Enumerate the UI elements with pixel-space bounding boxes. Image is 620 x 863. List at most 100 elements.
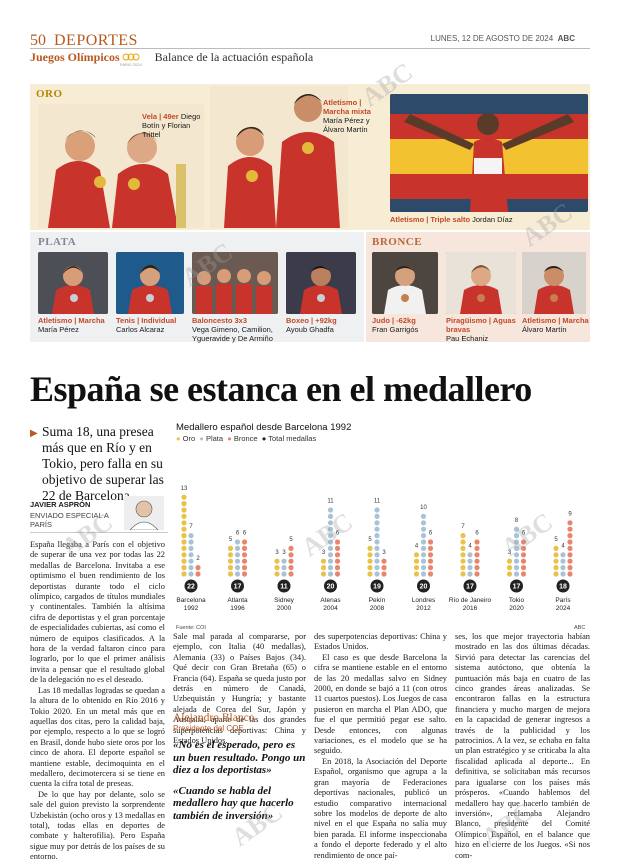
bronze-medal-dot (474, 558, 480, 564)
data-label: 2 (196, 556, 200, 562)
gold-medal-dot (320, 571, 327, 577)
bronze-medal-dot (520, 565, 527, 571)
caption-bronze-1: Judo | -62kg Fran Garrigós (372, 316, 419, 334)
silver-label: PLATA (38, 236, 77, 248)
data-label: 6 (475, 531, 479, 537)
photo-jordan-diaz (390, 94, 588, 212)
total-badge (370, 579, 384, 593)
gold-medal-dot (413, 552, 420, 558)
silver-medal-dot (467, 552, 473, 558)
bronze-medal-dot (567, 558, 573, 564)
silver-medal-dot (327, 520, 334, 526)
silver-medal-dot (327, 513, 334, 519)
silver-medal-dot (420, 558, 427, 564)
caption-bronze-2: Piragüismo | Aguas bravas Pau Echaniz (446, 316, 516, 343)
gold-medal-dot (181, 494, 187, 500)
gold-medal-dot (227, 558, 234, 564)
gold-medal-dot (460, 539, 466, 545)
silver-medal-dot (327, 507, 334, 513)
gold-medal-dot (553, 558, 559, 564)
data-label: 5 (289, 537, 293, 543)
article-column-2: Sale mal parada al compararse, por ejemp… (173, 632, 306, 746)
data-label: 8 (515, 518, 519, 524)
gold-medal-dot (506, 571, 513, 577)
gold-medal-dot (506, 565, 513, 571)
photo-pau-echaniz (446, 252, 516, 314)
page-subtitle: Balance de la actuación española (154, 50, 314, 64)
silver-medal-dot (327, 571, 334, 577)
total-label: 18 (559, 584, 567, 591)
silver-medal-dot (560, 552, 566, 558)
bronze-medal-dot (520, 545, 527, 551)
data-label: 5 (368, 537, 372, 543)
bronze-medal-dot (520, 539, 527, 545)
gold-medal-dot (553, 545, 559, 551)
gold-medal-dot (181, 520, 187, 526)
gold-medal-dot (227, 545, 234, 551)
silver-medal-dot (513, 571, 520, 577)
bronze-medal-dot (241, 545, 248, 551)
caption-bronze-3: Atletismo | Marcha Álvaro Martín (522, 316, 589, 334)
paragraph: El caso es que desde Barcelona la cifra … (314, 652, 447, 756)
year-label: 2008 (370, 605, 385, 612)
gold-medal-dot (413, 571, 420, 577)
silver-medal-dot (234, 552, 241, 558)
silver-medal-dot (560, 565, 566, 571)
bronze-medal-dot (567, 533, 573, 539)
city-label: Atlanta (227, 597, 248, 604)
year-label: 2024 (556, 605, 571, 612)
bronze-medal-dot (474, 545, 480, 551)
data-label: 11 (374, 499, 381, 505)
silver-medal-dot (234, 558, 241, 564)
silver-medal-dot (281, 571, 287, 577)
legend-total: Total medallas (268, 434, 317, 443)
silver-medal-dot (513, 552, 520, 558)
total-label: 20 (327, 584, 335, 591)
year-label: 2000 (277, 605, 292, 612)
silver-medal-dot (374, 571, 380, 577)
paragraph: En 2018, la Asociación del Deporte Españ… (314, 756, 447, 860)
gold-medal-dot (181, 558, 187, 564)
bronze-medal-dot (241, 565, 248, 571)
silver-medal-dot (374, 552, 380, 558)
gold-medal-dot (460, 565, 466, 571)
data-label: 3 (322, 550, 326, 556)
bronze-medal-dot (474, 565, 480, 571)
total-badge (231, 579, 244, 593)
silver-medal-dot (513, 539, 520, 545)
gold-medal-dot (553, 552, 559, 558)
issue-date: LUNES, 12 DE AGOSTO DE 2024 ABC (430, 34, 575, 43)
caption-gold-1: Vela | 49er Diego Botín y Florian Tritte… (142, 112, 201, 139)
silver-medal-dot (374, 507, 380, 513)
bronze-medal-dot (288, 545, 294, 551)
silver-medal-dot (374, 513, 380, 519)
gold-medal-dot (181, 565, 187, 571)
bronze-medal-dot (427, 571, 434, 577)
total-label: 17 (466, 584, 474, 591)
bronze-medal-dot (474, 571, 480, 577)
data-label: 6 (429, 531, 433, 537)
paragraph: Sale mal parada al compararse, por ejemp… (173, 632, 306, 746)
legend-plata: Plata (205, 434, 224, 443)
silver-medal-dot (374, 558, 380, 564)
city-label: París (555, 597, 571, 604)
silver-medal-dot (513, 526, 520, 532)
article-column-4: ses, los que mejor trayectoria habían mo… (455, 632, 590, 861)
gold-medal-dot (413, 565, 420, 571)
gold-medal-dot (320, 558, 327, 564)
header-rule (30, 48, 590, 49)
silver-medal-dot (327, 526, 334, 532)
bronze-medal-dot (334, 558, 341, 564)
gold-medal-dot (320, 565, 327, 571)
silver-medal-dot (467, 565, 473, 571)
gold-medal-dot (460, 552, 466, 558)
gold-medal-dot (181, 513, 187, 519)
bronze-medal-dot (334, 565, 341, 571)
bronze-medal-dot (567, 571, 573, 577)
year-label: 2016 (463, 605, 478, 612)
total-label: 17 (513, 584, 521, 591)
data-label: 4 (561, 543, 565, 549)
article-column-1: España llegaba a París con el objetivo d… (30, 540, 165, 863)
bronze-medal-dot (567, 526, 573, 532)
gold-medal-dot (181, 539, 187, 545)
